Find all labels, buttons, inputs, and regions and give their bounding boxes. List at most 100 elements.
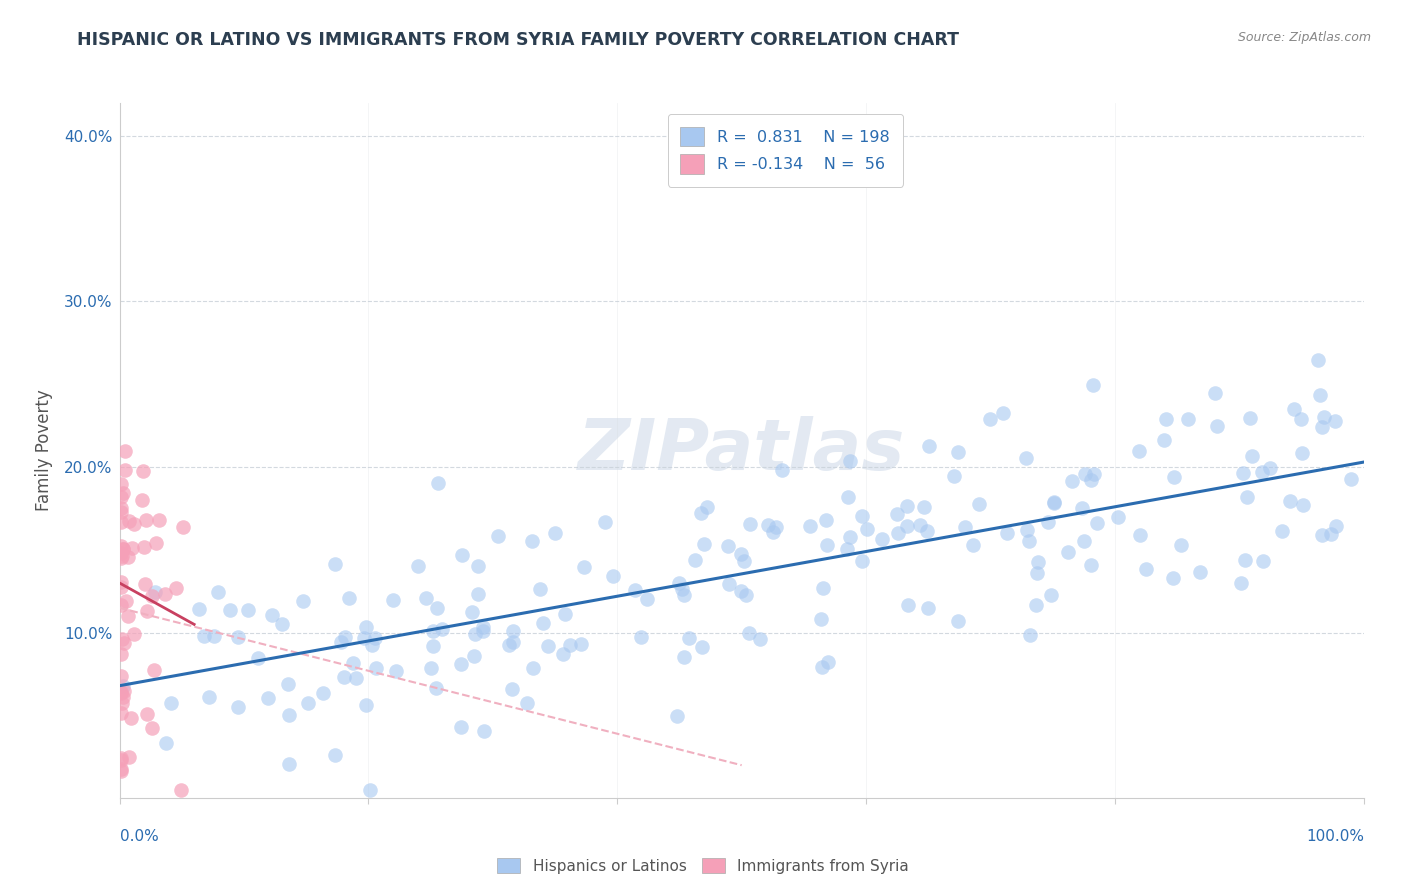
Point (134, 540, 156, 554)
Point (1319, 527, 1341, 541)
Point (134, 577, 156, 591)
Point (361, 638, 384, 652)
Y-axis label: Family Poverty: Family Poverty (35, 390, 53, 511)
Point (353, 631, 375, 645)
Point (1014, 450, 1036, 465)
Point (685, 553, 707, 567)
Point (344, 671, 367, 685)
Point (170, 783, 193, 797)
Point (554, 607, 576, 622)
Point (1251, 553, 1274, 567)
Point (450, 657, 472, 671)
Point (735, 588, 758, 602)
Point (1153, 433, 1175, 447)
Point (486, 529, 509, 543)
Point (131, 493, 153, 508)
Point (110, 647, 132, 661)
Point (112, 486, 135, 500)
Point (856, 522, 879, 536)
Point (425, 681, 447, 696)
Point (132, 464, 155, 478)
Point (529, 582, 551, 596)
Point (851, 508, 873, 523)
Point (1085, 516, 1108, 531)
Point (991, 407, 1014, 421)
Point (671, 582, 693, 596)
Text: ZIPatlas: ZIPatlas (578, 416, 905, 485)
Point (1026, 566, 1049, 580)
Point (120, 711, 142, 725)
Point (110, 668, 132, 682)
Text: 100.0%: 100.0% (1306, 829, 1364, 844)
Point (337, 591, 360, 606)
Point (385, 664, 408, 678)
Point (257, 691, 280, 706)
Point (247, 651, 270, 665)
Point (1026, 555, 1049, 569)
Point (277, 677, 299, 691)
Point (143, 585, 166, 599)
Point (145, 536, 167, 550)
Point (1074, 467, 1097, 481)
Point (472, 624, 495, 638)
Point (110, 686, 132, 700)
Point (953, 520, 976, 534)
Point (630, 631, 652, 645)
Point (228, 630, 250, 644)
Point (1312, 410, 1334, 425)
Point (329, 634, 352, 648)
Point (696, 500, 718, 514)
Point (148, 512, 170, 526)
Point (1036, 515, 1059, 529)
Point (297, 696, 319, 710)
Point (141, 589, 163, 603)
Point (520, 533, 543, 548)
Point (502, 624, 524, 639)
Point (810, 612, 832, 626)
Point (498, 638, 520, 652)
Point (354, 620, 377, 634)
Point (537, 639, 560, 653)
Point (835, 542, 858, 557)
Point (1323, 414, 1346, 428)
Point (198, 690, 221, 704)
Point (110, 476, 132, 491)
Point (636, 592, 658, 607)
Point (260, 608, 283, 623)
Point (110, 500, 132, 515)
Point (1043, 495, 1066, 509)
Point (111, 549, 134, 563)
Point (277, 756, 299, 771)
Point (464, 627, 486, 641)
Point (501, 682, 523, 697)
Point (1291, 445, 1313, 459)
Point (689, 506, 711, 520)
Point (1129, 528, 1152, 542)
Point (342, 657, 364, 671)
Point (187, 602, 209, 616)
Point (415, 591, 437, 605)
Legend: R =  0.831    N = 198, R = -0.134    N =  56: R = 0.831 N = 198, R = -0.134 N = 56 (668, 114, 903, 186)
Point (110, 580, 132, 594)
Point (1271, 524, 1294, 539)
Point (1073, 534, 1095, 549)
Point (908, 517, 931, 532)
Point (110, 706, 132, 720)
Point (1251, 465, 1274, 479)
Point (1018, 628, 1040, 642)
Point (962, 538, 984, 552)
Point (332, 670, 354, 684)
Point (143, 664, 166, 678)
Point (406, 558, 429, 573)
Point (112, 684, 135, 698)
Point (461, 605, 484, 619)
Point (1128, 444, 1150, 458)
Point (917, 601, 939, 615)
Point (1258, 461, 1281, 475)
Point (422, 624, 444, 638)
Point (887, 525, 910, 540)
Point (427, 475, 450, 490)
Point (1080, 473, 1102, 487)
Point (1043, 496, 1066, 510)
Point (943, 468, 966, 483)
